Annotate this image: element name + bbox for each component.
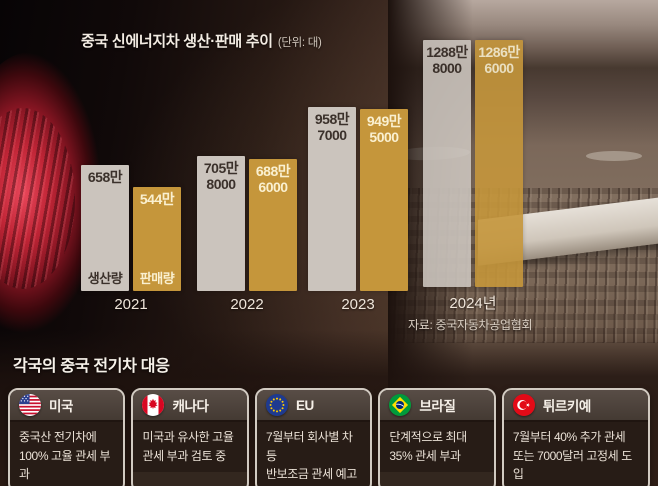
bar-value-label: 958만 7000: [314, 111, 350, 143]
bar-group-2024년: 1288만 8000 1286만 6000 2024년: [423, 40, 523, 313]
production-bar-2023: 958만 7000: [308, 107, 356, 291]
production-bar-2024년: 1288만 8000: [423, 40, 471, 287]
year-label: 2022: [230, 296, 264, 313]
bar-value-label: 544만: [139, 191, 175, 207]
bar-group-2023: 958만 7000 949만 5000 2023: [308, 44, 408, 313]
chart-unit-note: (단위: 대): [277, 37, 322, 49]
series-legend-label: 생산량: [87, 271, 123, 286]
sales-bar-2024년: 1286만 6000: [475, 40, 523, 287]
chart-source: 자료: 중국자동차공업협회: [408, 318, 533, 332]
sales-bar-2023: 949만 5000: [360, 109, 408, 291]
sales-bar-2022: 688만 6000: [249, 159, 297, 291]
bar-value-label: 705만 8000: [203, 160, 239, 192]
series-legend-label: 판매량: [139, 271, 175, 286]
bar-group-2021: 658만 생산량 544만 판매량 2021: [81, 44, 181, 313]
production-bar-2022: 705만 8000: [197, 156, 245, 291]
year-label: 2021: [114, 296, 148, 313]
chart-title-text: 중국 신에너지차 생산·판매 추이: [81, 33, 273, 50]
photo-water-patch: [586, 151, 642, 161]
bar-group-2022: 705만 8000 688만 6000 2022: [197, 44, 297, 313]
bar-value-label: 688만 6000: [255, 163, 291, 195]
chart-title: 중국 신에너지차 생산·판매 추이 (단위: 대): [81, 30, 322, 51]
bar-value-label: 1288만 8000: [426, 44, 468, 76]
year-label: 2024년: [449, 295, 497, 312]
bar-value-label: 949만 5000: [366, 113, 402, 145]
year-label: 2023: [341, 296, 375, 313]
bar-value-label: 658만: [87, 169, 123, 185]
bar-value-label: 1286만 6000: [478, 44, 520, 76]
